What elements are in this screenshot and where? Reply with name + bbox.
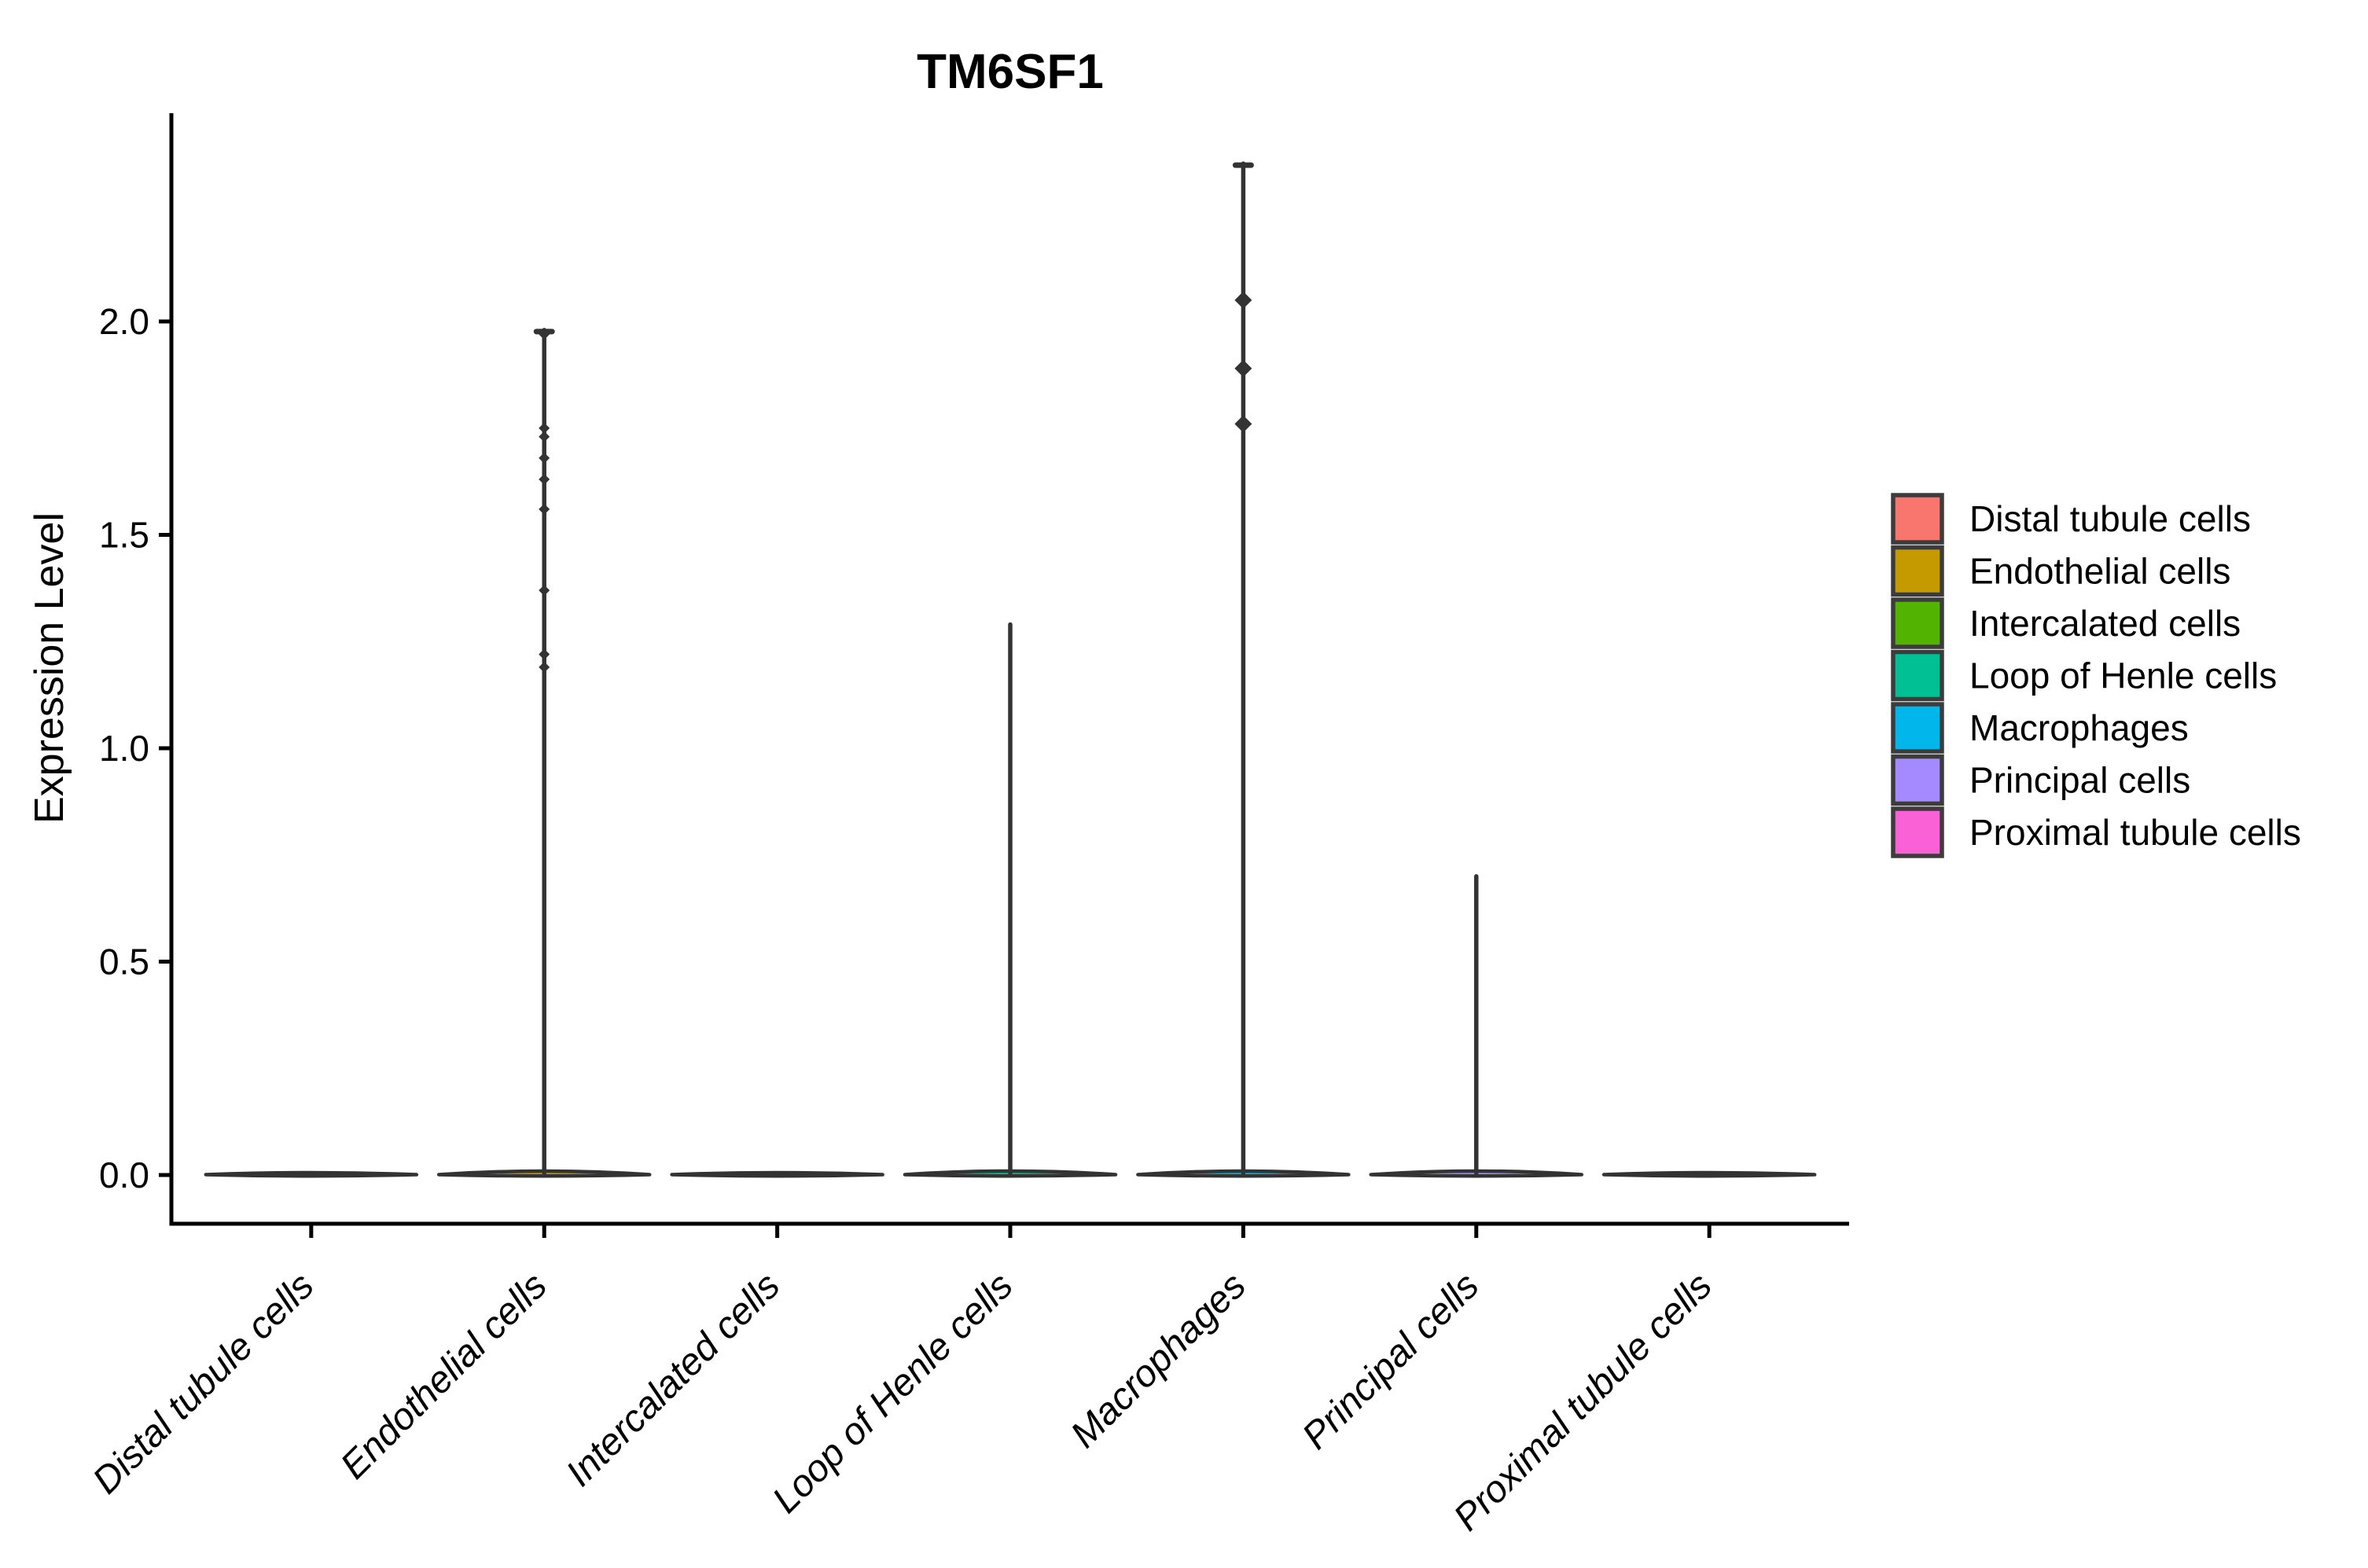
x-axis-category-label: Endothelial cells <box>333 1265 555 1487</box>
violin-macrophages <box>1136 161 1351 1178</box>
violin-endothelial-cells <box>436 328 652 1178</box>
legend-swatch <box>1891 806 1944 858</box>
outlier-point <box>1234 359 1252 377</box>
outlier-point <box>539 329 550 340</box>
violin-base <box>1601 1170 1817 1178</box>
legend-swatch <box>1891 545 1944 597</box>
legend-item: Macrophages <box>1891 702 2189 754</box>
violin-base <box>670 1170 884 1178</box>
x-axis-labels: Distal tubule cells Endothelial cells Inte… <box>85 1265 1720 1539</box>
legend-item-label: Intercalated cells <box>1969 603 2241 644</box>
x-axis-category-label: Intercalated cells <box>558 1265 788 1494</box>
outlier-point <box>1234 291 1252 309</box>
outlier-point <box>539 503 550 515</box>
y-tick-label: 1.5 <box>99 515 149 556</box>
legend-item: Endothelial cells <box>1891 545 2230 597</box>
legend-item-label: Macrophages <box>1969 707 2189 748</box>
y-tick-label: 1.0 <box>99 728 149 769</box>
x-axis-category-label: Principal cells <box>1295 1265 1487 1457</box>
outlier-point <box>539 661 550 673</box>
violin-proximal-tubule-cells <box>1601 1170 1817 1178</box>
violin-principal-cells <box>1369 874 1584 1178</box>
legend-item: Intercalated cells <box>1891 597 2241 649</box>
y-axis-label: Expression Level <box>27 512 72 824</box>
legend-item-label: Principal cells <box>1969 760 2190 801</box>
violin-loop-of-henle-cells <box>903 622 1118 1178</box>
outlier-point <box>539 473 550 485</box>
x-axis-category-label: Proximal tubule cells <box>1446 1265 1720 1539</box>
legend-item: Principal cells <box>1891 754 2190 806</box>
violin-distal-tubule-cells <box>204 1170 419 1178</box>
y-tick-label: 2.0 <box>99 301 149 342</box>
outlier-point <box>1234 415 1252 433</box>
violin-intercalated-cells <box>670 1170 884 1178</box>
legend-item-label: Loop of Henle cells <box>1969 655 2277 696</box>
x-axis-category-label: Distal tubule cells <box>85 1265 322 1502</box>
outlier-point <box>539 648 550 660</box>
legend-item: Proximal tubule cells <box>1891 806 2301 858</box>
legend-item: Distal tubule cells <box>1891 493 2251 545</box>
outlier-point <box>539 452 550 464</box>
outlier-point <box>539 431 550 442</box>
legend-swatch <box>1891 754 1944 806</box>
x-axis-category-label: Loop of Henle cells <box>765 1265 1021 1521</box>
legend-item-label: Distal tubule cells <box>1969 498 2251 539</box>
legend-swatch <box>1891 493 1944 545</box>
legend-swatch <box>1891 597 1944 649</box>
legend-items: Distal tubule cells Endothelial cells Inte… <box>1891 493 2301 858</box>
legend-swatch <box>1891 649 1944 702</box>
outlier-point <box>539 422 550 434</box>
legend-item-label: Endothelial cells <box>1969 551 2230 592</box>
y-axis-ticks: 0.0 0.5 1.0 1.5 2.0 <box>99 301 171 1195</box>
legend-item: Loop of Henle cells <box>1891 649 2277 702</box>
y-tick-label: 0.0 <box>99 1155 149 1195</box>
chart-title: TM6SF1 <box>917 45 1104 99</box>
violin-base <box>204 1170 419 1178</box>
legend-swatch <box>1891 702 1944 754</box>
outlier-point <box>539 585 550 597</box>
x-axis-ticks <box>309 1225 1712 1238</box>
x-axis-category-label: Macrophages <box>1063 1265 1254 1456</box>
y-tick-label: 0.5 <box>99 942 149 982</box>
legend-item-label: Proximal tubule cells <box>1969 812 2301 853</box>
violins <box>204 161 1817 1178</box>
legend: Distal tubule cells Endothelial cells Inte… <box>1891 493 2301 858</box>
